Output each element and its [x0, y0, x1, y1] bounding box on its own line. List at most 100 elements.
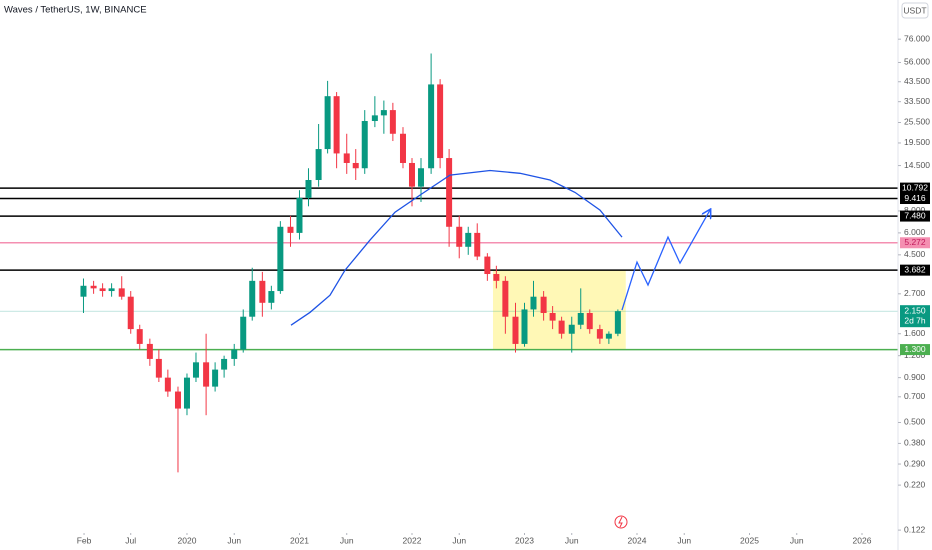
y-tick-label: 6.000: [904, 227, 926, 237]
level-label: 1.300: [904, 344, 926, 354]
currency-label[interactable]: USDT: [903, 5, 926, 15]
candle-body: [221, 358, 228, 370]
candle-body: [428, 84, 435, 169]
y-tick-label: 0.220: [904, 479, 926, 489]
candle-body: [118, 288, 125, 297]
candle-body: [277, 226, 284, 292]
candle-body: [296, 197, 303, 233]
y-tick-label: 0.900: [904, 372, 926, 382]
candle-body: [136, 329, 143, 344]
y-tick-label: 4.500: [904, 249, 926, 259]
candle-body: [456, 226, 463, 247]
y-tick-label: 8.000: [904, 205, 926, 215]
y-tick-label: 14.500: [904, 160, 930, 170]
x-tick-label: 2023: [515, 535, 534, 545]
candle-body: [343, 153, 350, 163]
candle-body: [315, 149, 322, 181]
x-tick-label: 2026: [853, 535, 872, 545]
candle-body: [502, 280, 509, 317]
price-axis: 76.000 56.000 43.500 33.500 25.500 19.500 14.5…: [898, 33, 930, 534]
candle-body: [493, 274, 500, 281]
level-label: 10.792: [902, 182, 928, 192]
y-tick-label: 0.500: [904, 417, 926, 427]
level-label: 3.682: [904, 264, 926, 274]
candle-body: [540, 296, 547, 313]
candle-body: [90, 285, 97, 289]
event-icon[interactable]: [614, 515, 628, 529]
x-tick-label: Jun: [565, 535, 579, 545]
candle-body: [380, 110, 387, 116]
candle-body: [305, 180, 312, 198]
candle-body: [164, 377, 171, 392]
candle-body: [249, 280, 256, 317]
candle-body: [203, 362, 210, 387]
candle-body: [371, 115, 378, 122]
candle-body: [287, 226, 294, 233]
candle-body: [240, 316, 247, 350]
x-tick-label: Jun: [340, 535, 354, 545]
y-tick-label: 0.380: [904, 438, 926, 448]
y-tick-label: 0.290: [904, 458, 926, 468]
x-tick-label: 2021: [290, 535, 309, 545]
candle-body: [231, 349, 238, 359]
candle-body: [596, 329, 603, 339]
y-tick-label: 56.000: [904, 57, 930, 67]
candle-body: [530, 296, 537, 310]
x-tick-label: Jun: [227, 535, 241, 545]
candle-body: [399, 133, 406, 163]
x-tick-label: Jun: [677, 535, 691, 545]
x-tick-label: 2025: [740, 535, 759, 545]
candle-body: [605, 333, 612, 339]
y-tick-label: 76.000: [904, 33, 930, 43]
candle-body: [174, 391, 181, 409]
candle-body: [192, 362, 199, 378]
candle-body: [474, 232, 481, 257]
candle-body: [512, 316, 519, 344]
x-tick-label: Jul: [125, 535, 136, 545]
candle-body: [521, 309, 528, 344]
candle-body: [183, 377, 190, 409]
x-tick-label: 2024: [628, 535, 647, 545]
candle-body: [127, 296, 134, 330]
chart-title: Waves / TetherUS, 1W, BINANCE: [4, 5, 147, 16]
y-tick-label: 19.500: [904, 137, 930, 147]
x-tick-label: 2022: [403, 535, 422, 545]
y-tick-label: 43.500: [904, 76, 930, 86]
y-tick-label: 33.500: [904, 96, 930, 106]
level-label: 7.480: [904, 210, 926, 220]
level-label-bg: [900, 344, 930, 356]
candle-body: [324, 96, 331, 150]
x-tick-label: Jun: [790, 535, 804, 545]
level-label-bg: [900, 237, 930, 249]
level-label-bg: [900, 210, 930, 222]
candle-body: [389, 110, 396, 134]
candle-body: [259, 280, 266, 303]
x-tick-label: Feb: [77, 535, 92, 545]
candle-body: [577, 312, 584, 325]
level-label-bg: [900, 182, 930, 194]
last-price-bg: [900, 305, 930, 328]
level-label-bg: [900, 193, 930, 205]
y-tick-label: 25.500: [904, 117, 930, 127]
y-tick-label: 1.600: [904, 328, 926, 338]
x-tick-label: Jun: [452, 535, 466, 545]
candle-body: [558, 320, 565, 334]
y-tick-label: 0.700: [904, 391, 926, 401]
candle-body: [568, 324, 575, 334]
last-price-label: 2.150: [904, 305, 926, 315]
candle-body: [333, 96, 340, 154]
candle-body: [80, 285, 87, 297]
level-label-bg: [900, 264, 930, 276]
candle-body: [465, 232, 472, 247]
drawing-line: [290, 169, 623, 326]
currency-button[interactable]: [901, 2, 929, 19]
candle-body: [408, 162, 415, 187]
candle-body: [99, 288, 106, 292]
candle-body: [437, 84, 444, 159]
level-label: 5.272: [904, 237, 926, 247]
countdown-label: 2d 7h: [904, 315, 926, 325]
candle-body: [586, 312, 593, 330]
candle-body: [361, 121, 368, 169]
candle-body: [155, 358, 162, 378]
